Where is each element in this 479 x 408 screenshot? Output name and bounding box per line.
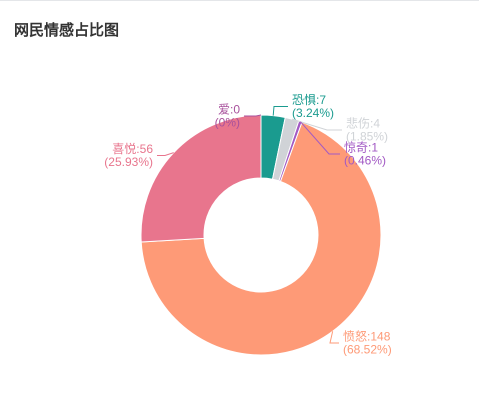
slice-label-value: 4 — [373, 117, 380, 131]
slice-label-name: 悲伤 — [346, 116, 370, 131]
slice-label-line-2: (1.85%) — [346, 130, 388, 144]
slice-label-percent: 68.52% — [347, 343, 388, 357]
slice-label-group: 恐惧:7 (3.24%)悲伤:4 (1.85%)惊奇:1 (0.46%)愤怒:148(… — [104, 92, 391, 357]
slice-label-close-paren: ) — [388, 343, 392, 357]
slice-label-open-paren: ( — [215, 116, 219, 130]
slice-label: 愤怒:148 (68.52%) — [343, 329, 392, 357]
slice-label-line-1: 悲伤:4 — [346, 116, 380, 131]
slice-label-value: 7 — [319, 93, 326, 107]
slice-label-line-1: 喜悦:56 — [112, 142, 153, 156]
slice-label-close-paren: ) — [330, 106, 334, 120]
slice-label-line-2: (0.46%) — [344, 154, 386, 168]
slice-label-name: 愤怒 — [343, 329, 367, 344]
slice-label-line-1: 惊奇:1 — [344, 140, 378, 155]
donut-slice[interactable] — [140, 114, 262, 243]
slice-label-value: 0 — [233, 103, 240, 117]
slice-label: 恐惧:7 (3.24%) — [292, 92, 334, 120]
slice-label-percent: 3.24% — [296, 106, 330, 120]
label-line — [244, 114, 262, 117]
slice-label-open-paren: ( — [343, 343, 347, 357]
slice-label-line-2: (3.24%) — [292, 106, 334, 120]
donut-slice[interactable] — [140, 121, 382, 356]
slice-label-open-paren: ( — [104, 155, 108, 169]
slice-label-value: 56 — [140, 142, 154, 156]
slice-label-separator: : — [316, 93, 319, 107]
slice-label: 喜悦:56 (25.93%) — [104, 142, 153, 169]
slice-label-percent: 0% — [219, 116, 237, 130]
slice-label-value: 1 — [371, 141, 378, 155]
top-divider — [0, 0, 479, 1]
slice-label-percent: 0.46% — [348, 154, 382, 168]
slice-label-line-1: 愤怒:148 — [343, 329, 391, 344]
slice-label-separator: : — [368, 141, 371, 155]
slice-label-line-1: 爱:0 — [218, 103, 240, 117]
slice-label-name: 喜悦 — [112, 142, 136, 156]
slice-label: 惊奇:1 (0.46%) — [344, 140, 386, 168]
slice-label-name: 惊奇 — [344, 140, 368, 155]
slice-label-line-2: (68.52%) — [343, 343, 392, 357]
label-line — [329, 331, 339, 344]
chart-title: 网民情感占比图 — [14, 22, 120, 39]
slice-label-open-paren: ( — [344, 154, 348, 168]
slice-label-separator: : — [367, 330, 370, 344]
slice-label-name: 恐惧 — [292, 92, 316, 107]
label-line — [272, 106, 288, 116]
label-line — [157, 152, 174, 156]
slice-label-line-2: (25.93%) — [104, 155, 153, 169]
slice-label-open-paren: ( — [292, 106, 296, 120]
slice-label-close-paren: ) — [384, 130, 388, 144]
slice-label-percent: 1.85% — [350, 130, 384, 144]
slice-label: 悲伤:4 (1.85%) — [346, 116, 388, 144]
slice-label-separator: : — [370, 117, 373, 131]
slice-label-name: 爱 — [218, 103, 230, 117]
donut-slice-group — [140, 114, 382, 356]
slice-label-line-2: (0%) — [215, 116, 240, 130]
slice-label-percent: 25.93% — [108, 155, 149, 169]
slice-label-value: 148 — [370, 330, 390, 344]
slice-label-separator: : — [230, 103, 233, 117]
slice-label-close-paren: ) — [149, 155, 153, 169]
label-line-group — [157, 106, 342, 344]
slice-label-open-paren: ( — [346, 130, 350, 144]
slice-label-separator: : — [136, 142, 139, 156]
slice-label: 爱:0 (0%) — [215, 103, 241, 130]
slice-label-line-1: 恐惧:7 — [292, 92, 326, 107]
label-line — [291, 118, 342, 131]
slice-label-close-paren: ) — [236, 116, 240, 130]
slice-label-close-paren: ) — [382, 154, 386, 168]
label-line — [300, 121, 340, 155]
